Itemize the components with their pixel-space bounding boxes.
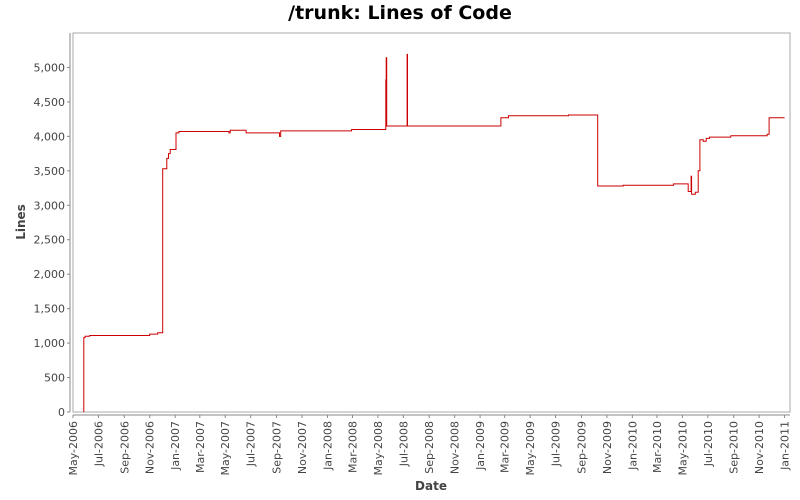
y-tick-label: 3,000 [34,199,66,212]
x-tick-label: Mar-2009 [499,421,512,473]
x-axis-label: Date [415,479,447,493]
x-tick-label: Jan-2011 [779,421,792,471]
x-tick-label: Nov-2010 [753,421,766,474]
x-tick-label: May-2010 [676,421,689,476]
y-tick-label: 4,000 [34,130,66,143]
x-tick-label: Mar-2010 [651,421,664,473]
x-tick-label: Mar-2007 [194,421,207,473]
x-tick-label: Jan-2008 [321,421,334,471]
y-tick-label: 0 [58,406,65,419]
x-tick-label: Jan-2010 [626,421,639,471]
y-tick-label: 3,500 [34,165,66,178]
y-axis-label: Lines [14,204,28,240]
y-tick-label: 1,000 [34,337,66,350]
x-tick-label: Jul-2006 [92,421,105,467]
y-tick-label: 4,500 [34,96,66,109]
x-tick-label: Nov-2009 [601,421,614,474]
x-tick-label: Nov-2006 [144,421,157,474]
x-tick-label: May-2007 [219,421,232,476]
x-tick-label: Nov-2007 [296,421,309,474]
x-tick-label: May-2008 [372,421,385,476]
series-line [83,53,785,412]
x-tick-label: Jan-2007 [169,421,182,471]
x-tick-label: Jan-2009 [474,421,487,471]
x-tick-label: Sep-2010 [728,421,741,474]
y-tick-label: 2,500 [34,234,66,247]
plot-area [72,32,791,413]
y-tick-label: 5,000 [34,61,66,74]
y-tick-label: 2,000 [34,268,66,281]
x-tick-label: Sep-2008 [423,421,436,474]
y-tick-label: 1,500 [34,303,66,316]
x-tick-label: Sep-2007 [271,421,284,474]
y-tick-label: 500 [44,372,65,385]
x-tick-label: Jul-2007 [245,421,258,467]
x-tick-label: Nov-2008 [449,421,462,474]
x-tick-label: Jul-2008 [397,421,410,467]
x-tick-label: May-2006 [67,421,80,476]
chart-title: /trunk: Lines of Code [288,2,512,24]
x-tick-label: Jul-2009 [550,421,563,467]
x-tick-label: Sep-2009 [575,421,588,474]
x-tick-label: Jul-2010 [702,421,715,467]
x-tick-label: Sep-2006 [118,421,131,474]
x-tick-label: Mar-2008 [346,421,359,473]
x-tick-label: May-2009 [524,421,537,476]
